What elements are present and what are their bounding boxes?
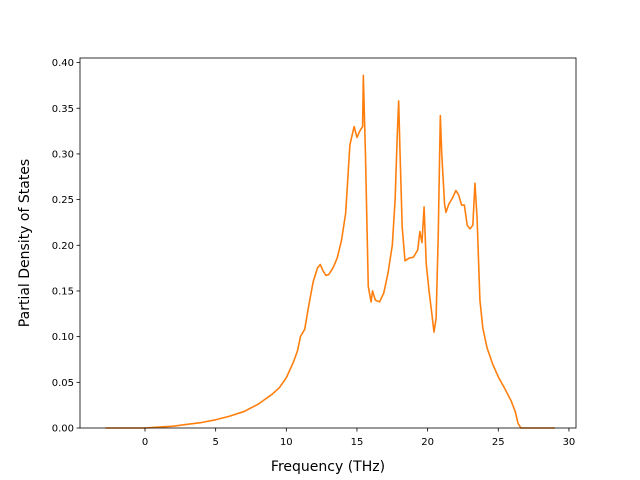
y-tick-label: 0.15 <box>52 287 74 298</box>
y-tick-label: 0.35 <box>52 104 74 115</box>
y-axis: 0.00 0.05 0.10 0.15 0.20 0.25 0.30 0.35 0.40 <box>52 58 80 435</box>
plot-area <box>80 58 576 428</box>
series-layer <box>105 74 555 429</box>
y-tick-label: 0.10 <box>52 332 74 343</box>
y-tick-label: 0.00 <box>52 424 74 435</box>
y-tick-label: 0.25 <box>52 195 74 206</box>
x-axis: 0 5 10 15 20 25 30 <box>142 428 575 448</box>
y-tick-label: 0.40 <box>52 58 74 69</box>
series-line-0 <box>105 74 555 429</box>
x-tick-label: 25 <box>492 437 505 448</box>
x-tick-label: 0 <box>142 437 148 448</box>
x-tick-label: 20 <box>421 437 434 448</box>
x-tick-label: 15 <box>351 437 364 448</box>
plot-frame <box>79 57 577 429</box>
y-axis-label: Partial Density of States <box>17 159 33 327</box>
x-tick-label: 10 <box>280 437 293 448</box>
x-axis-label: Frequency (THz) <box>271 459 385 475</box>
x-tick-label: 5 <box>212 437 218 448</box>
y-tick-label: 0.05 <box>52 378 74 389</box>
y-tick-label: 0.30 <box>52 150 74 161</box>
x-tick-label: 30 <box>563 437 576 448</box>
y-tick-label: 0.20 <box>52 241 74 252</box>
